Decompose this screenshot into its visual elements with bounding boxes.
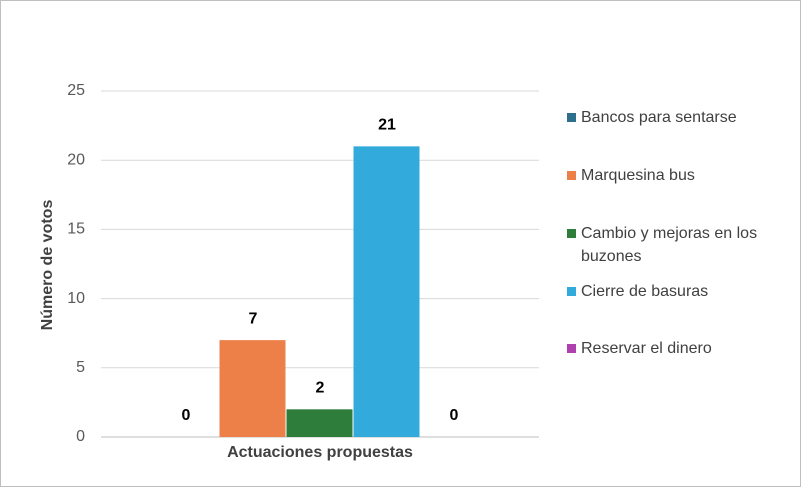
legend-item: Reservar el dinero bbox=[565, 337, 795, 360]
legend-label: Reservar el dinero bbox=[581, 340, 712, 357]
legend-item: Cierre de basuras bbox=[565, 280, 795, 303]
x-tick-label: Actuaciones propuestas bbox=[227, 444, 413, 461]
legend-label: Marquesina bus bbox=[581, 167, 695, 184]
legend-label: Cierre de basuras bbox=[581, 283, 709, 300]
y-tick-label: 5 bbox=[76, 359, 85, 376]
value-label: 7 bbox=[249, 310, 258, 327]
value-label: 21 bbox=[378, 117, 396, 134]
value-label: 0 bbox=[182, 407, 191, 424]
legend-item: Bancos para sentarse bbox=[565, 106, 795, 129]
legend-item: Marquesina bus bbox=[565, 164, 795, 187]
y-axis-title: Número de votos bbox=[39, 200, 56, 331]
value-label: 0 bbox=[450, 407, 459, 424]
legend-marker bbox=[567, 113, 576, 122]
legend-marker bbox=[567, 229, 576, 238]
legend-label: Bancos para sentarse bbox=[581, 109, 737, 126]
bar bbox=[353, 146, 420, 438]
value-label: 2 bbox=[316, 380, 325, 397]
legend-item: Cambio y mejoras en los buzones bbox=[565, 222, 795, 268]
y-tick-label: 15 bbox=[67, 221, 85, 238]
legend-marker bbox=[567, 344, 576, 353]
y-tick-label: 25 bbox=[67, 82, 85, 99]
legend-marker bbox=[567, 171, 576, 180]
legend-marker bbox=[567, 287, 576, 296]
y-tick-label: 10 bbox=[67, 290, 85, 307]
y-tick-label: 0 bbox=[76, 428, 85, 445]
bar bbox=[219, 340, 286, 437]
bar bbox=[286, 409, 353, 437]
y-tick-label: 20 bbox=[67, 151, 85, 168]
legend-label: Cambio y mejoras en los buzones bbox=[581, 225, 758, 265]
